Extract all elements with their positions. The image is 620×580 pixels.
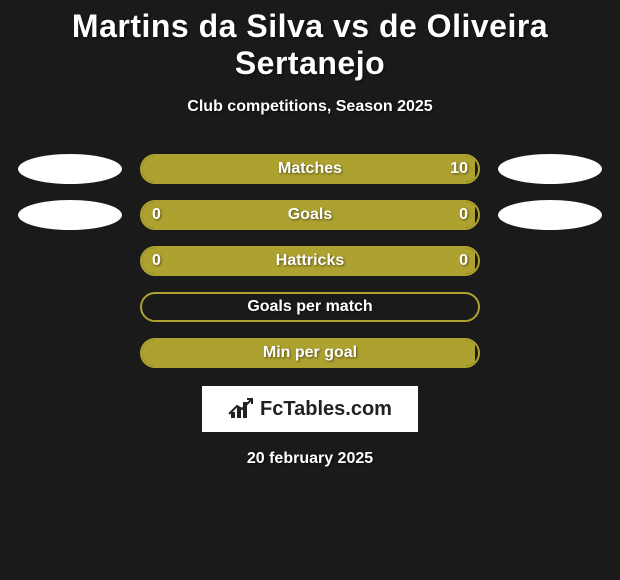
stat-row: Goals per match bbox=[0, 292, 620, 322]
stat-label: Goals per match bbox=[247, 298, 372, 316]
left-avatar-cell bbox=[0, 154, 140, 184]
player-avatar-right bbox=[498, 154, 602, 184]
snapshot-date: 20 february 2025 bbox=[0, 450, 620, 468]
page-subtitle: Club competitions, Season 2025 bbox=[0, 98, 620, 116]
page-title: Martins da Silva vs de Oliveira Sertanej… bbox=[0, 0, 620, 84]
left-avatar-cell bbox=[0, 200, 140, 230]
stat-label: Min per goal bbox=[263, 344, 357, 362]
comparison-card: Martins da Silva vs de Oliveira Sertanej… bbox=[0, 0, 620, 580]
player-avatar-left bbox=[18, 200, 122, 230]
stat-row: 0 Hattricks 0 bbox=[0, 246, 620, 276]
right-avatar-cell bbox=[480, 200, 620, 230]
stat-bar: 0 Hattricks 0 bbox=[140, 246, 480, 276]
stat-bar: Matches 10 bbox=[140, 154, 480, 184]
stat-left-value: 0 bbox=[152, 252, 161, 270]
player-avatar-left bbox=[18, 154, 122, 184]
stat-bar: Goals per match bbox=[140, 292, 480, 322]
brand-logo-text: FcTables.com bbox=[260, 398, 392, 421]
stats-container: Matches 10 0 Goals 0 0 Hattricks 0 Goals per mat… bbox=[0, 154, 620, 368]
stat-right-value: 0 bbox=[459, 206, 468, 224]
stat-right-value: 0 bbox=[459, 252, 468, 270]
stat-bar: 0 Goals 0 bbox=[140, 200, 480, 230]
stat-right-value: 10 bbox=[450, 160, 468, 178]
stat-bar: Min per goal bbox=[140, 338, 480, 368]
stat-row: 0 Goals 0 bbox=[0, 200, 620, 230]
stat-label: Matches bbox=[278, 160, 342, 178]
stat-label: Hattricks bbox=[276, 252, 344, 270]
stat-label: Goals bbox=[288, 206, 332, 224]
stat-row: Matches 10 bbox=[0, 154, 620, 184]
stat-row: Min per goal bbox=[0, 338, 620, 368]
player-avatar-right bbox=[498, 200, 602, 230]
chart-bar-icon bbox=[228, 398, 254, 420]
right-avatar-cell bbox=[480, 154, 620, 184]
brand-logo: FcTables.com bbox=[202, 386, 418, 432]
stat-left-value: 0 bbox=[152, 206, 161, 224]
